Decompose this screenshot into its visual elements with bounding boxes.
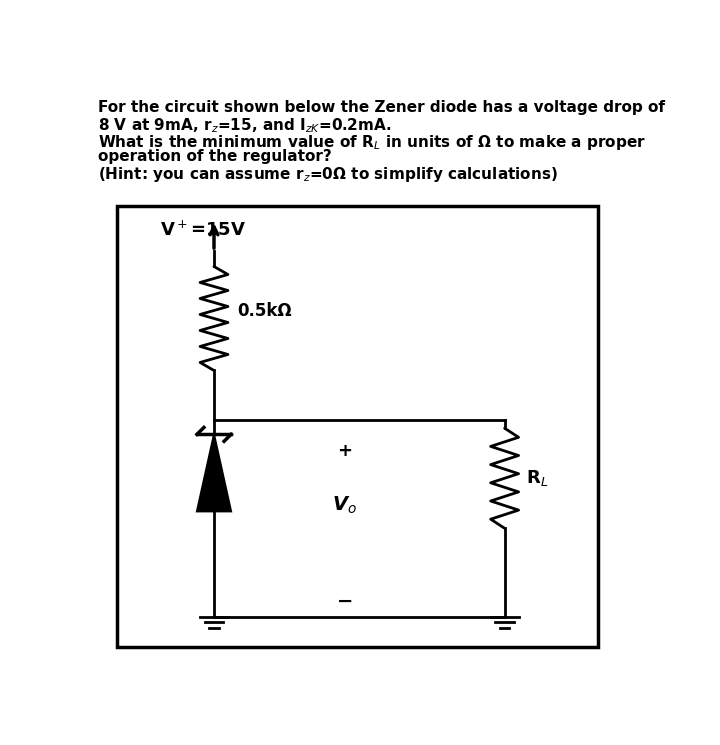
- Text: +: +: [337, 443, 352, 460]
- Polygon shape: [197, 434, 231, 511]
- Text: R$_L$: R$_L$: [526, 469, 549, 488]
- Text: 0.5kΩ: 0.5kΩ: [238, 302, 292, 320]
- Text: V$^+$=15V: V$^+$=15V: [160, 221, 246, 240]
- Text: operation of the regulator?: operation of the regulator?: [98, 149, 331, 164]
- Text: V$_o$: V$_o$: [332, 495, 357, 516]
- Text: What is the minimum value of R$_L$ in units of Ω to make a proper: What is the minimum value of R$_L$ in un…: [98, 133, 646, 151]
- Text: For the circuit shown below the Zener diode has a voltage drop of: For the circuit shown below the Zener di…: [98, 100, 665, 115]
- Bar: [117, 206, 598, 647]
- Text: (Hint: you can assume r$_z$=0Ω to simplify calculations): (Hint: you can assume r$_z$=0Ω to simpli…: [98, 165, 557, 184]
- Text: −: −: [336, 592, 353, 611]
- Text: 8 V at 9mA, r$_z$=15, and I$_{zK}$=0.2mA.: 8 V at 9mA, r$_z$=15, and I$_{zK}$=0.2mA…: [98, 116, 391, 135]
